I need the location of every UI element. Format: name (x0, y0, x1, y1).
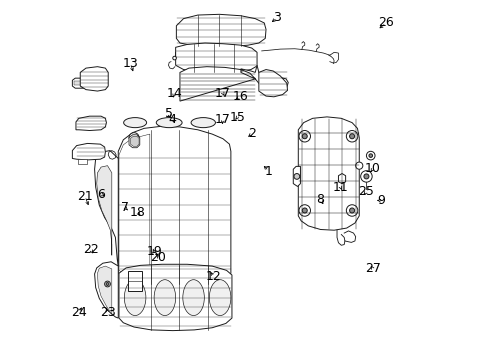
Polygon shape (176, 14, 265, 46)
Circle shape (355, 162, 362, 169)
Text: 22: 22 (83, 243, 99, 256)
Polygon shape (175, 43, 257, 72)
Circle shape (360, 171, 371, 182)
Text: 4: 4 (168, 113, 176, 126)
Text: 5: 5 (165, 107, 173, 120)
Circle shape (363, 174, 368, 179)
Ellipse shape (191, 118, 215, 128)
Text: 2: 2 (248, 127, 256, 140)
Polygon shape (298, 117, 359, 230)
Circle shape (172, 56, 176, 60)
Text: 26: 26 (378, 17, 393, 30)
Ellipse shape (124, 280, 145, 316)
Circle shape (366, 151, 374, 160)
Text: 19: 19 (146, 245, 162, 258)
Text: 12: 12 (206, 270, 222, 283)
Circle shape (346, 205, 357, 216)
Polygon shape (78, 159, 86, 164)
Text: 21: 21 (77, 190, 93, 203)
Circle shape (302, 134, 306, 139)
Polygon shape (76, 116, 106, 131)
Polygon shape (258, 69, 287, 97)
Text: 3: 3 (272, 12, 280, 24)
Polygon shape (72, 78, 86, 88)
Text: 10: 10 (364, 162, 380, 175)
Polygon shape (118, 126, 230, 287)
Text: 6: 6 (97, 188, 105, 201)
Text: 16: 16 (232, 90, 247, 103)
Polygon shape (119, 264, 231, 330)
Text: 15: 15 (229, 111, 245, 124)
Polygon shape (94, 262, 118, 318)
Text: 9: 9 (376, 194, 384, 207)
Polygon shape (338, 174, 345, 184)
Polygon shape (130, 136, 139, 146)
Text: 17: 17 (215, 113, 230, 126)
Polygon shape (94, 150, 118, 266)
Circle shape (298, 205, 310, 216)
Circle shape (131, 135, 136, 140)
Circle shape (298, 131, 310, 142)
Text: 23: 23 (100, 306, 115, 319)
Circle shape (349, 208, 354, 213)
Circle shape (129, 133, 139, 143)
Text: 7: 7 (121, 202, 129, 215)
Text: 13: 13 (122, 57, 138, 70)
Ellipse shape (183, 280, 204, 316)
Polygon shape (97, 166, 112, 255)
Ellipse shape (209, 280, 230, 316)
Text: 18: 18 (129, 206, 145, 219)
Polygon shape (74, 81, 83, 85)
Text: 27: 27 (364, 262, 380, 275)
Circle shape (346, 131, 357, 142)
Text: 25: 25 (358, 185, 374, 198)
Text: 20: 20 (150, 251, 166, 264)
Circle shape (104, 281, 110, 287)
Polygon shape (180, 65, 287, 101)
Circle shape (368, 154, 372, 157)
Text: 24: 24 (71, 306, 86, 319)
Circle shape (293, 174, 299, 179)
Text: 14: 14 (166, 87, 182, 100)
Bar (128, 271, 142, 291)
Ellipse shape (154, 280, 175, 316)
Polygon shape (129, 135, 140, 148)
Ellipse shape (156, 118, 182, 128)
Text: 17: 17 (215, 87, 230, 100)
Polygon shape (80, 67, 108, 91)
Ellipse shape (123, 118, 146, 128)
Polygon shape (97, 266, 112, 315)
Circle shape (302, 208, 306, 213)
Polygon shape (293, 166, 300, 186)
Circle shape (106, 283, 109, 285)
Text: 1: 1 (264, 165, 272, 177)
Circle shape (349, 134, 354, 139)
Text: 11: 11 (332, 181, 348, 194)
Text: 8: 8 (316, 193, 324, 206)
Polygon shape (72, 143, 105, 160)
